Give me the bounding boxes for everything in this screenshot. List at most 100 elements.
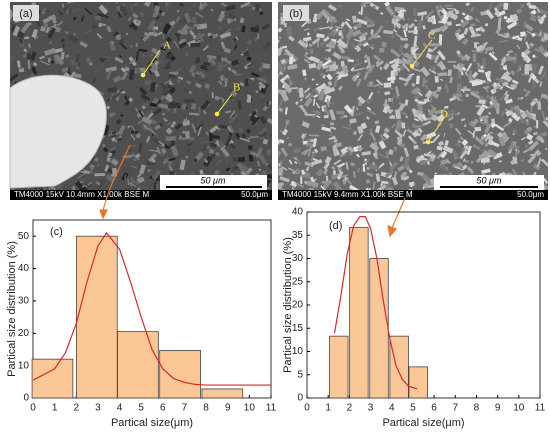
grain	[352, 25, 358, 31]
grain	[149, 80, 157, 93]
grain	[245, 49, 250, 53]
grain	[105, 173, 115, 183]
grain	[488, 52, 498, 61]
grain	[135, 20, 140, 24]
grain	[10, 12, 14, 23]
grain	[427, 16, 435, 23]
grain	[323, 162, 330, 170]
grain	[322, 179, 333, 190]
grain	[109, 154, 116, 159]
grain	[47, 27, 56, 39]
grain	[357, 133, 363, 142]
grain	[443, 113, 453, 119]
grain	[394, 58, 400, 64]
grain	[458, 33, 465, 40]
grain	[106, 105, 111, 110]
grain	[523, 33, 529, 41]
grain	[368, 81, 374, 87]
grain	[457, 71, 462, 80]
grain	[225, 110, 232, 114]
grain	[18, 67, 25, 73]
grain	[533, 47, 541, 53]
grain	[151, 169, 162, 181]
grain	[311, 37, 321, 45]
grain	[64, 53, 70, 59]
grain	[325, 43, 336, 49]
grain	[462, 89, 465, 93]
grain	[487, 148, 498, 158]
arrows	[99, 144, 406, 238]
grain	[237, 156, 246, 163]
grain	[282, 84, 286, 89]
grain	[402, 156, 411, 168]
grain	[319, 26, 331, 30]
grain	[452, 96, 458, 99]
grain	[237, 163, 243, 172]
grain	[356, 78, 362, 87]
grain	[386, 20, 389, 23]
grain	[280, 58, 287, 65]
grain	[473, 42, 478, 48]
grain	[526, 133, 534, 141]
grain	[246, 91, 254, 96]
grain	[434, 172, 438, 175]
grain	[109, 92, 115, 101]
scale-label: 50 μm	[477, 175, 502, 185]
grain	[284, 48, 294, 58]
grain	[327, 81, 333, 86]
grain	[279, 139, 285, 144]
grain	[449, 76, 453, 84]
grain	[131, 165, 138, 169]
grain	[22, 53, 28, 58]
grain	[383, 82, 392, 88]
grain	[412, 92, 422, 102]
grain	[149, 102, 157, 107]
grain	[353, 38, 362, 43]
grain	[478, 152, 489, 160]
grain	[356, 107, 359, 111]
grain	[380, 66, 382, 71]
grain	[326, 73, 333, 81]
image-scale: 50.0μm	[241, 190, 268, 199]
grain	[339, 115, 345, 120]
grain	[261, 94, 265, 98]
grain	[544, 148, 548, 150]
grain	[352, 130, 358, 136]
x-tick-label: 2	[73, 403, 79, 414]
grain	[468, 120, 477, 128]
grain	[388, 109, 394, 115]
bar	[31, 358, 74, 399]
grain	[211, 153, 216, 158]
grain	[266, 135, 270, 141]
grain	[383, 46, 386, 51]
grain	[312, 25, 324, 32]
grain	[415, 154, 425, 163]
grain	[31, 29, 39, 39]
grain	[288, 80, 293, 86]
grain	[504, 90, 509, 96]
grain	[340, 146, 350, 155]
grain	[352, 74, 360, 78]
grain	[315, 83, 319, 86]
grain	[484, 141, 489, 148]
grain	[418, 159, 427, 166]
grain	[163, 143, 170, 150]
grain	[408, 22, 415, 29]
grain	[139, 164, 146, 174]
grain	[427, 48, 433, 53]
grain	[308, 43, 313, 48]
grain	[320, 185, 327, 191]
grain	[427, 106, 437, 117]
grain	[266, 117, 272, 126]
grain	[246, 39, 253, 46]
grain	[72, 73, 82, 79]
grain	[356, 71, 361, 76]
grain	[395, 119, 403, 131]
grain	[346, 147, 353, 156]
grain	[203, 158, 209, 164]
grain	[304, 161, 315, 168]
grain	[427, 109, 431, 113]
grain	[454, 127, 462, 136]
grain	[267, 174, 272, 180]
grain	[304, 87, 311, 94]
